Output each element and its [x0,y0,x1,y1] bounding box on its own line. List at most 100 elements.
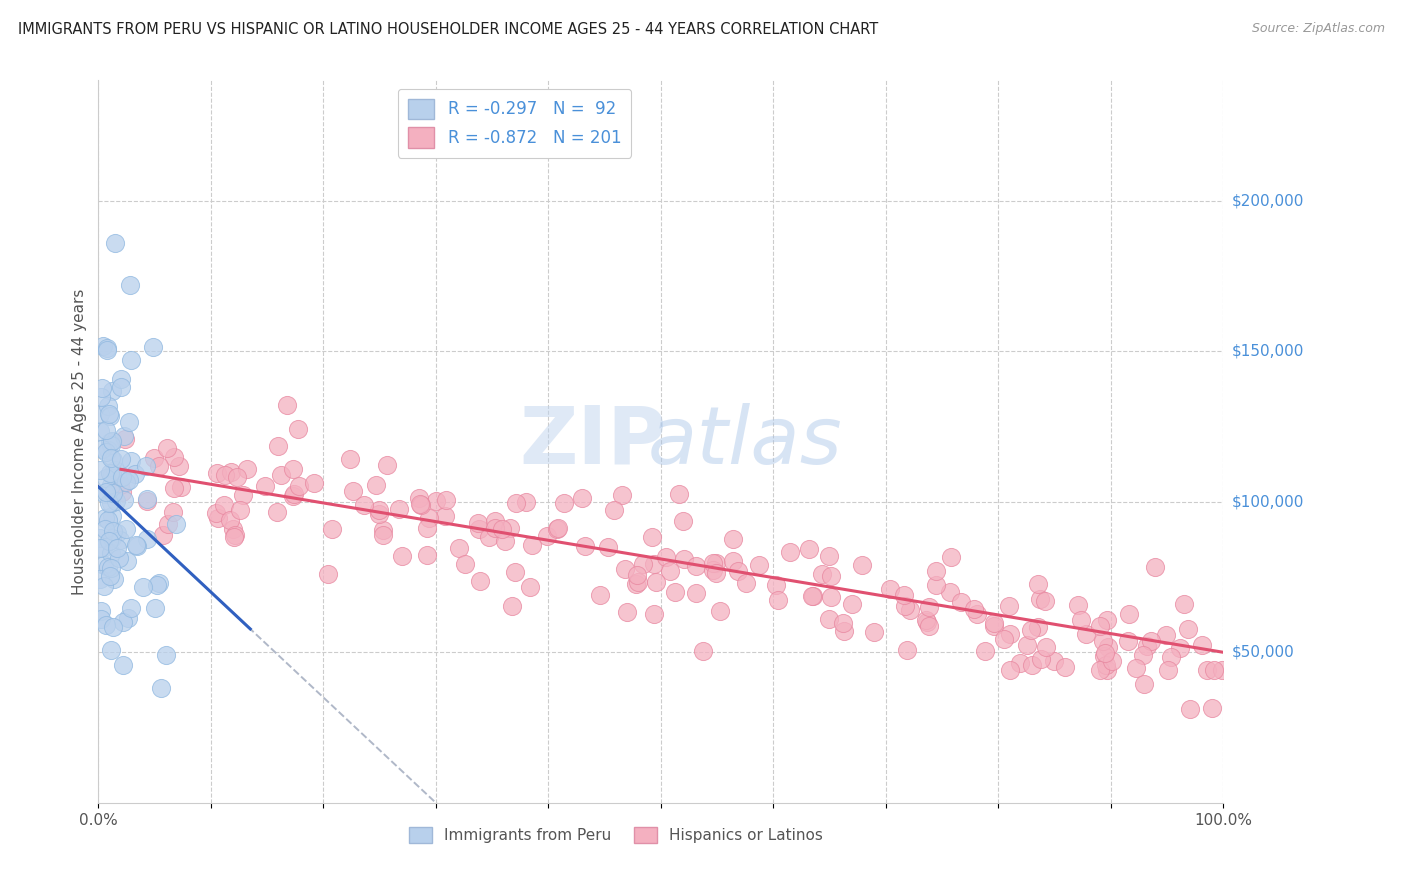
Point [89,541,111,555]
Point [96,343,118,358]
Point [97,559,120,574]
Point [283,487,305,501]
Point [1132,648,1154,662]
Point [685,586,707,600]
Point [571,491,593,506]
Text: $150,000: $150,000 [1232,343,1303,359]
Point [98,496,121,510]
Point [1092,634,1115,648]
Y-axis label: Householder Income Ages 25 - 44 years: Householder Income Ages 25 - 44 years [72,288,87,595]
Point [283,461,305,475]
Point [702,557,724,571]
Point [103,572,125,586]
Point [108,533,131,547]
Point [103,452,125,467]
Point [779,545,801,559]
Point [1010,656,1032,670]
Point [503,565,526,579]
Text: $50,000: $50,000 [1232,645,1295,660]
Point [94,485,117,500]
Point [454,557,477,571]
Point [1026,577,1049,591]
Point [616,605,638,619]
Point [150,681,173,696]
Point [1154,628,1177,642]
Point [672,552,695,566]
Point [111,615,134,629]
Point [434,493,457,508]
Point [103,486,125,500]
Point [416,548,439,562]
Point [418,511,440,525]
Point [1042,654,1064,668]
Point [1035,640,1057,654]
Text: $100,000: $100,000 [1232,494,1303,509]
Point [391,549,413,564]
Point [841,597,863,611]
Point [574,539,596,553]
Point [120,600,142,615]
Point [709,604,731,618]
Text: atlas: atlas [648,402,842,481]
Point [162,505,184,519]
Point [627,575,650,590]
Point [366,478,388,492]
Point [1090,619,1112,633]
Point [810,567,832,582]
Point [97,513,120,527]
Point [157,517,180,532]
Point [1029,592,1052,607]
Point [90,612,112,626]
Point [484,521,506,535]
Point [598,540,620,554]
Point [98,467,121,481]
Point [104,494,127,508]
Point [135,458,157,473]
Point [103,620,125,634]
Point [820,590,842,604]
Point [765,577,787,591]
Point [664,585,686,599]
Point [1026,620,1049,634]
Point [641,530,664,544]
Point [104,235,127,250]
Point [801,589,824,603]
Point [111,470,134,484]
Point [367,503,389,517]
Point [110,380,132,394]
Point [267,439,290,453]
Point [94,511,117,525]
Point [103,463,125,477]
Point [146,578,169,592]
Point [925,564,948,578]
Point [287,422,309,436]
Point [110,484,132,499]
Point [1021,623,1043,637]
Point [89,408,111,422]
Point [266,505,288,519]
Point [1054,659,1077,673]
Point [624,576,647,591]
Point [727,565,749,579]
Point [915,615,938,629]
Point [1211,664,1233,678]
Point [408,491,430,505]
Point [281,489,304,503]
Point [105,541,128,556]
Point [136,492,159,507]
Point [388,501,411,516]
Point [963,601,986,615]
Point [1092,648,1115,663]
Point [998,599,1021,614]
Point [143,601,166,615]
Point [288,479,311,493]
Point [1204,664,1226,678]
Point [235,462,257,476]
Point [704,566,727,580]
Point [602,503,624,517]
Point [110,372,132,386]
Point [614,562,637,576]
Point [98,533,121,548]
Point [342,484,364,499]
Point [117,611,139,625]
